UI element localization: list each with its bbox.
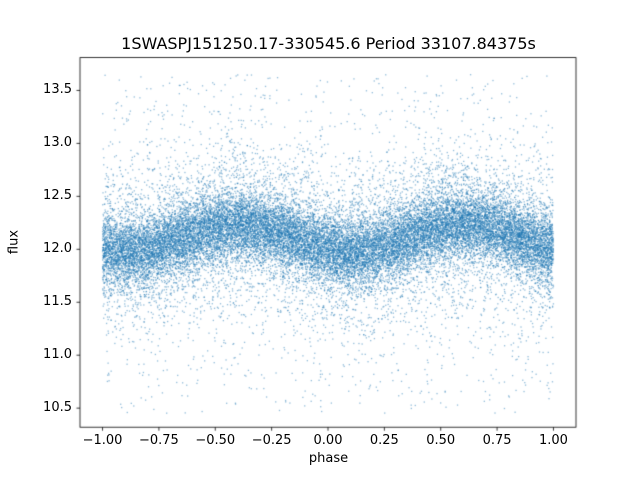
- x-tick-label: 0.25: [369, 433, 399, 449]
- chart-title: 1SWASPJ151250.17-330545.6 Period 33107.8…: [121, 34, 536, 53]
- y-tick-label: 10.5: [43, 400, 72, 416]
- y-tick-label: 13.5: [43, 82, 72, 98]
- y-tick-label: 12.5: [43, 188, 72, 204]
- x-tick-label: −1.00: [82, 433, 123, 449]
- y-tick-label: 11.5: [43, 294, 72, 310]
- x-tick-label: 0.00: [313, 433, 343, 449]
- y-tick-label: 12.0: [43, 241, 72, 257]
- x-tick-label: −0.50: [195, 433, 236, 449]
- y-tick-label: 11.0: [43, 347, 72, 363]
- x-tick-label: 1.00: [538, 433, 568, 449]
- x-tick-label: 0.50: [426, 433, 456, 449]
- x-tick-label: −0.25: [251, 433, 292, 449]
- x-tick-label: 0.75: [482, 433, 512, 449]
- x-axis-label: phase: [308, 451, 349, 466]
- x-tick-label: −0.75: [138, 433, 179, 449]
- y-tick-label: 13.0: [43, 135, 72, 151]
